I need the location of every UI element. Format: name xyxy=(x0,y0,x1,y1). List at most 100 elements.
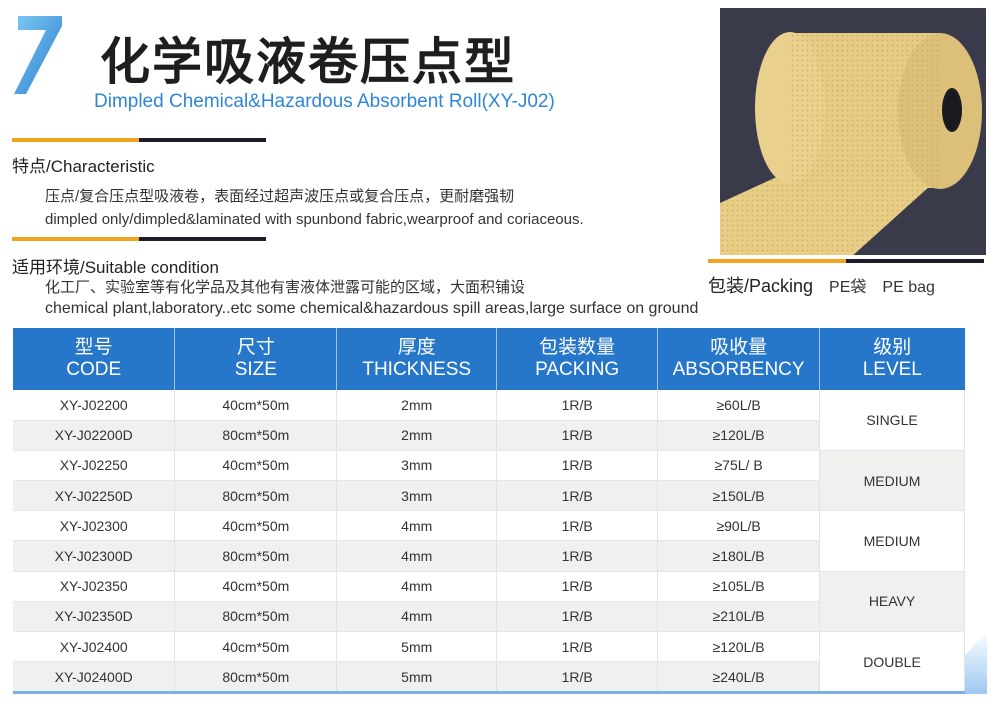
cell-code: XY-J02350 xyxy=(13,571,176,602)
cell-absorbency: ≥120L/B xyxy=(657,631,821,663)
table-row: XY-J02400 40cm*50m 5mm 1R/B ≥120L/B DOUBLE xyxy=(13,631,965,693)
corner-decoration xyxy=(965,630,987,694)
column-header-cn: 尺寸 xyxy=(236,337,275,358)
cell-code: XY-J02400D xyxy=(13,661,176,693)
column-header-en: LEVEL xyxy=(862,359,922,380)
cell-thickness: 2mm xyxy=(336,420,498,451)
suitable-text-cn: 化工厂、实验室等有化学品及其他有害液体泄露可能的区域，大面积铺设 xyxy=(45,279,526,296)
cell-thickness: 4mm xyxy=(336,601,498,633)
cell-code: XY-J02350D xyxy=(13,601,176,633)
cell-code: XY-J02300D xyxy=(13,540,176,572)
cell-code: XY-J02400 xyxy=(13,631,176,663)
cell-packing: 1R/B xyxy=(496,480,659,512)
cell-thickness: 5mm xyxy=(336,661,498,693)
column-header-absorbency: 吸收量 ABSORBENCY xyxy=(657,328,821,390)
page-title: 化学吸液卷压点型 xyxy=(100,33,516,91)
table-row: XY-J02250 40cm*50m 3mm 1R/B ≥75L/ B MEDIUM xyxy=(13,450,965,512)
column-header-en: SIZE xyxy=(234,359,277,380)
table-header-row: 型号 CODE 尺寸 SIZE 厚度 THICKNESS 包装数量 PACKING 吸收量 ABS… xyxy=(13,328,965,390)
suitable-heading: 适用环境/Suitable condition xyxy=(12,258,219,277)
column-header-cn: 吸收量 xyxy=(710,337,768,358)
cell-code: XY-J02200 xyxy=(13,390,176,421)
cell-absorbency: ≥90L/B xyxy=(657,510,821,542)
table-row: XY-J02350D 80cm*50m 4mm 1R/B ≥210L/B xyxy=(13,601,965,633)
cell-size: 40cm*50m xyxy=(174,571,338,602)
column-header-en: PACKING xyxy=(535,359,620,380)
column-header-cn: 型号 xyxy=(74,337,113,358)
cell-level: MEDIUM xyxy=(819,450,965,512)
cell-packing: 1R/B xyxy=(496,420,659,451)
cell-thickness: 4mm xyxy=(336,571,498,602)
cell-packing: 1R/B xyxy=(496,661,659,693)
section-divider xyxy=(12,138,266,142)
table-row: XY-J02200D 80cm*50m 2mm 1R/B ≥120L/B xyxy=(13,420,965,451)
cell-size: 80cm*50m xyxy=(174,480,338,512)
cell-level: SINGLE xyxy=(819,390,965,451)
characteristic-heading: 特点/Characteristic xyxy=(12,157,155,176)
packing-heading: 包装/Packing xyxy=(708,276,814,296)
packing-info: 包装/Packing PE袋 PE bag xyxy=(708,272,988,298)
cell-level: MEDIUM xyxy=(819,510,965,572)
column-header-packing: 包装数量 PACKING xyxy=(496,328,659,390)
cell-thickness: 4mm xyxy=(336,510,498,542)
cell-thickness: 2mm xyxy=(336,390,498,421)
cell-level: HEAVY xyxy=(819,571,965,633)
table-row: XY-J02250D 80cm*50m 3mm 1R/B ≥150L/B xyxy=(13,480,965,512)
cell-code: XY-J02250D xyxy=(13,480,176,512)
cell-absorbency: ≥180L/B xyxy=(657,540,821,572)
table-row: XY-J02300D 80cm*50m 4mm 1R/B ≥180L/B xyxy=(13,540,965,572)
section-divider xyxy=(12,237,266,241)
column-header-thickness: 厚度 THICKNESS xyxy=(336,328,498,390)
cell-size: 80cm*50m xyxy=(174,661,338,693)
section-number-seven-logo xyxy=(14,16,62,94)
cell-packing: 1R/B xyxy=(496,510,659,542)
column-header-code: 型号 CODE xyxy=(13,328,176,390)
table-row: XY-J02300 40cm*50m 4mm 1R/B ≥90L/B MEDIUM xyxy=(13,510,965,572)
column-header-en: CODE xyxy=(66,359,122,380)
page-subtitle: Dimpled Chemical&Hazardous Absorbent Rol… xyxy=(94,91,555,112)
cell-level: DOUBLE xyxy=(819,631,965,693)
cell-code: XY-J02200D xyxy=(13,420,176,451)
table-row: XY-J02200 40cm*50m 2mm 1R/B ≥60L/B SINGLE xyxy=(13,390,965,451)
cell-size: 40cm*50m xyxy=(174,450,338,482)
cell-packing: 1R/B xyxy=(496,571,659,602)
column-header-level: 级别 LEVEL xyxy=(819,328,965,390)
cell-size: 80cm*50m xyxy=(174,540,338,572)
cell-size: 40cm*50m xyxy=(174,510,338,542)
cell-packing: 1R/B xyxy=(496,540,659,572)
cell-absorbency: ≥240L/B xyxy=(657,661,821,693)
cell-size: 80cm*50m xyxy=(174,601,338,633)
cell-packing: 1R/B xyxy=(496,631,659,663)
cell-thickness: 3mm xyxy=(336,480,498,512)
column-header-cn: 厚度 xyxy=(397,337,436,358)
table-bottom-border xyxy=(13,691,965,694)
cell-absorbency: ≥105L/B xyxy=(657,571,821,602)
cell-code: XY-J02250 xyxy=(13,450,176,482)
characteristic-text-en: dimpled only/dimpled&laminated with spun… xyxy=(45,211,584,228)
packing-value-en: PE bag xyxy=(882,279,935,296)
cell-size: 40cm*50m xyxy=(174,631,338,663)
characteristic-text-cn: 压点/复合压点型吸液卷，表面经过超声波压点或复合压点，更耐磨强韧 xyxy=(45,188,515,205)
cell-absorbency: ≥210L/B xyxy=(657,601,821,633)
cell-size: 80cm*50m xyxy=(174,420,338,451)
cell-absorbency: ≥120L/B xyxy=(657,420,821,451)
cell-thickness: 5mm xyxy=(336,631,498,663)
table-row: XY-J02350 40cm*50m 4mm 1R/B ≥105L/B HEAVY xyxy=(13,571,965,633)
cell-size: 40cm*50m xyxy=(174,390,338,421)
cell-thickness: 3mm xyxy=(336,450,498,482)
cell-packing: 1R/B xyxy=(496,390,659,421)
cell-absorbency: ≥75L/ B xyxy=(657,450,821,482)
column-header-en: THICKNESS xyxy=(362,359,472,380)
section-divider xyxy=(708,259,984,263)
cell-absorbency: ≥150L/B xyxy=(657,480,821,512)
column-header-cn: 级别 xyxy=(873,337,912,358)
cell-packing: 1R/B xyxy=(496,601,659,633)
spec-table: 型号 CODE 尺寸 SIZE 厚度 THICKNESS 包装数量 PACKING 吸收量 ABS… xyxy=(13,328,965,693)
cell-absorbency: ≥60L/B xyxy=(657,390,821,421)
column-header-size: 尺寸 SIZE xyxy=(174,328,338,390)
column-header-en: ABSORBENCY xyxy=(672,359,805,380)
suitable-text-en: chemical plant,laboratory..etc some chem… xyxy=(45,300,699,317)
product-roll-image xyxy=(720,8,986,255)
column-header-cn: 包装数量 xyxy=(539,337,616,358)
cell-packing: 1R/B xyxy=(496,450,659,482)
